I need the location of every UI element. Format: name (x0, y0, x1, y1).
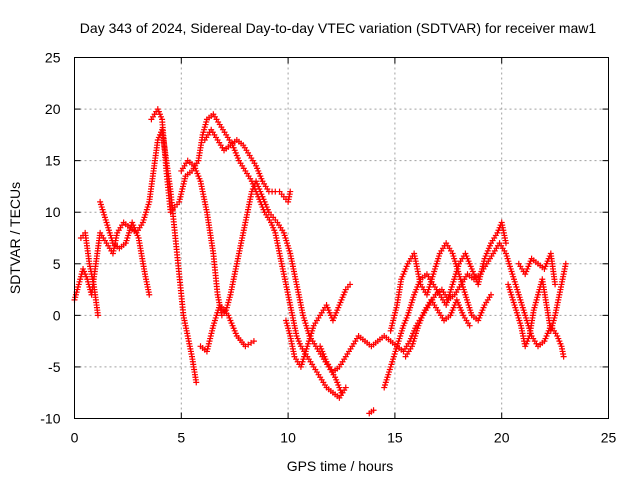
data-point (94, 312, 101, 319)
data-point (193, 379, 200, 386)
plot-frame (74, 57, 609, 419)
data-point (552, 281, 559, 288)
y-tick-label: -10 (40, 411, 60, 427)
x-tick-label: 15 (387, 430, 403, 446)
data-point (502, 240, 509, 247)
data-point (488, 291, 495, 298)
data-point (146, 291, 153, 298)
data-point (287, 188, 294, 195)
y-tick-label: 15 (45, 153, 61, 169)
x-tick-label: 25 (601, 430, 617, 446)
y-tick-label: 5 (53, 256, 61, 272)
y-tick-label: 20 (45, 101, 61, 117)
x-axis-label: GPS time / hours (287, 458, 394, 474)
y-tick-label: 0 (53, 307, 61, 323)
y-axis-label: SDTVAR / TECUs (7, 182, 23, 294)
data-point (347, 281, 354, 288)
x-tick-label: 5 (177, 430, 185, 446)
data-point (338, 389, 345, 396)
axis-ticks: 0 5 10 15 20 25 -10 -5 0 5 10 15 20 25 (40, 50, 616, 446)
y-tick-label: 25 (45, 50, 61, 66)
data-point (250, 338, 257, 345)
data-point (562, 260, 569, 267)
data-point (560, 353, 567, 360)
x-tick-label: 20 (494, 430, 510, 446)
data-point (370, 407, 377, 414)
x-tick-label: 0 (71, 430, 79, 446)
y-tick-label: -5 (48, 359, 61, 375)
data-point (466, 322, 473, 329)
y-tick-label: 10 (45, 204, 61, 220)
chart-title: Day 343 of 2024, Sidereal Day-to-day VTE… (80, 20, 597, 36)
data-points (71, 106, 569, 417)
data-point (342, 384, 349, 391)
x-tick-label: 10 (280, 430, 296, 446)
